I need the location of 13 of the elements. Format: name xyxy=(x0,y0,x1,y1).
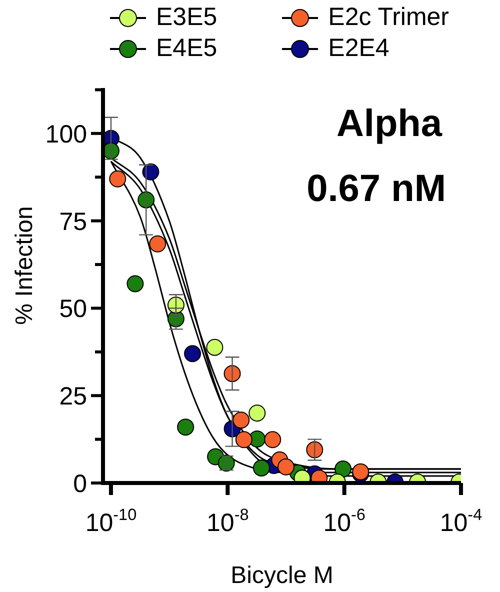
x-axis-title: Bicycle M xyxy=(230,562,334,589)
annotation: 0.67 nM xyxy=(306,168,446,210)
legend-label: E4E5 xyxy=(156,33,218,64)
y-axis-title: % Infection xyxy=(11,206,38,325)
y-tick-label: 0 xyxy=(73,470,87,498)
legend-label: E2c Trimer xyxy=(328,2,450,33)
annotation: Alpha xyxy=(336,103,443,145)
y-tick-label: 75 xyxy=(59,208,88,236)
y-tick-label: 100 xyxy=(45,120,88,148)
legend-label: E3E5 xyxy=(156,2,218,33)
y-tick-label: 50 xyxy=(59,295,88,324)
legend-label: E2E4 xyxy=(328,33,390,64)
y-tick-label: 25 xyxy=(59,382,88,411)
